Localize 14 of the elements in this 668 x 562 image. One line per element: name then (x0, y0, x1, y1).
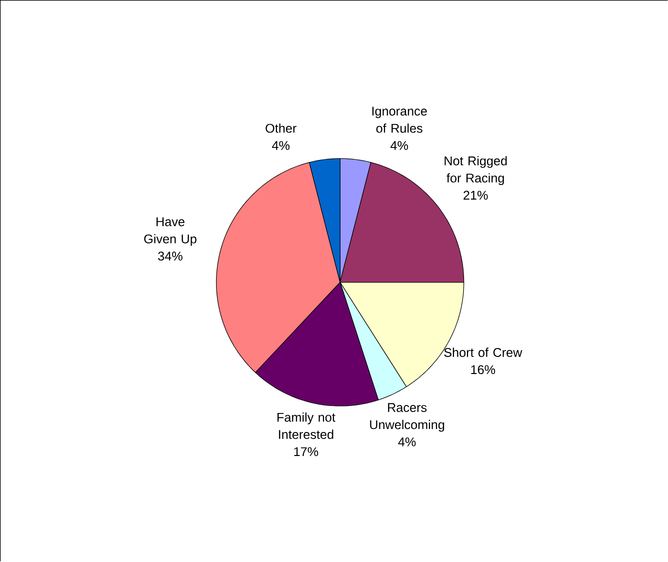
data-label: 16% (471, 365, 496, 374)
slice-label: Short of Crew (444, 348, 522, 358)
slice-label: Not Rigged for Racing (444, 156, 507, 186)
data-label: 34% (158, 252, 182, 261)
data-label: 21% (464, 191, 488, 200)
slice-label: Racers Unwelcoming (370, 403, 444, 432)
data-label: 17% (294, 447, 318, 456)
slice-label: Family not Interested (277, 412, 336, 440)
data-label: 4% (398, 438, 416, 447)
data-label: 4% (272, 141, 290, 150)
slice-label: Have Given Up (144, 218, 196, 246)
slice-label: Other (266, 124, 296, 134)
slice-label: Ignorance of Rules (372, 107, 427, 134)
data-label: 4% (390, 141, 408, 150)
